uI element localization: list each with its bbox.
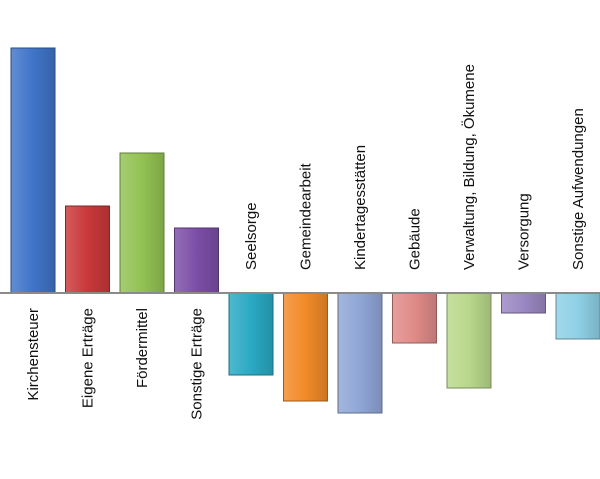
category-label: Gebäude <box>407 208 424 270</box>
category-label: Sonstige Erträge <box>189 308 206 420</box>
bar-gemeindearbeit <box>283 292 328 402</box>
category-label: Kindertagesstätten <box>352 145 369 270</box>
category-label: Versorgung <box>516 193 533 270</box>
category-label: Fördermittel <box>134 308 151 388</box>
bar-kirchensteuer <box>10 47 56 294</box>
bar-sonstige-erträge <box>174 227 219 294</box>
category-label: Gemeindearbeit <box>298 162 315 270</box>
category-label: Seelsorge <box>243 202 260 270</box>
category-label: Verwaltung, Bildung, Ökumene <box>460 64 478 270</box>
bar-seelsorge <box>228 292 274 376</box>
bar-kindertagesstätten <box>337 292 383 414</box>
bar-gebäude <box>392 292 437 344</box>
category-label: Sonstige Aufwendungen <box>570 108 587 270</box>
category-labels: Kirchensteuer Eigene Erträge Fördermittel S… <box>25 64 587 420</box>
bar-fördermittel <box>119 152 165 294</box>
bar-versorgung <box>501 292 546 314</box>
bar-sonstige-aufwendungen <box>555 292 600 340</box>
bars-group <box>10 47 600 414</box>
category-label: Eigene Erträge <box>80 308 97 408</box>
category-label: Kirchensteuer <box>25 308 42 401</box>
bar-eigene-erträge <box>65 205 110 294</box>
bar-verwaltung-bildung-ökumene <box>446 292 492 389</box>
